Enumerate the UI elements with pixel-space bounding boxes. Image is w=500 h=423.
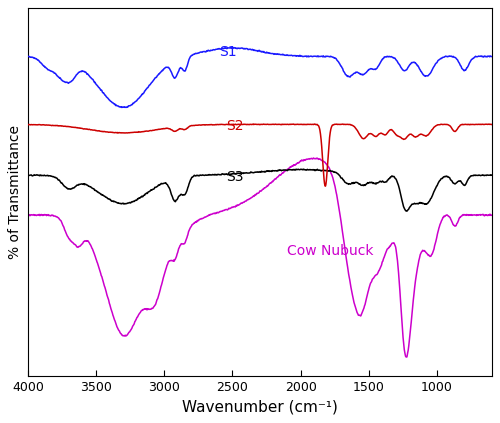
Text: Cow Nubuck: Cow Nubuck <box>287 244 374 258</box>
Text: S3: S3 <box>226 170 243 184</box>
Y-axis label: % of Transmittance: % of Transmittance <box>8 125 22 259</box>
X-axis label: Wavenumber (cm⁻¹): Wavenumber (cm⁻¹) <box>182 400 338 415</box>
Text: S2: S2 <box>226 119 243 133</box>
Text: S1: S1 <box>219 45 236 60</box>
